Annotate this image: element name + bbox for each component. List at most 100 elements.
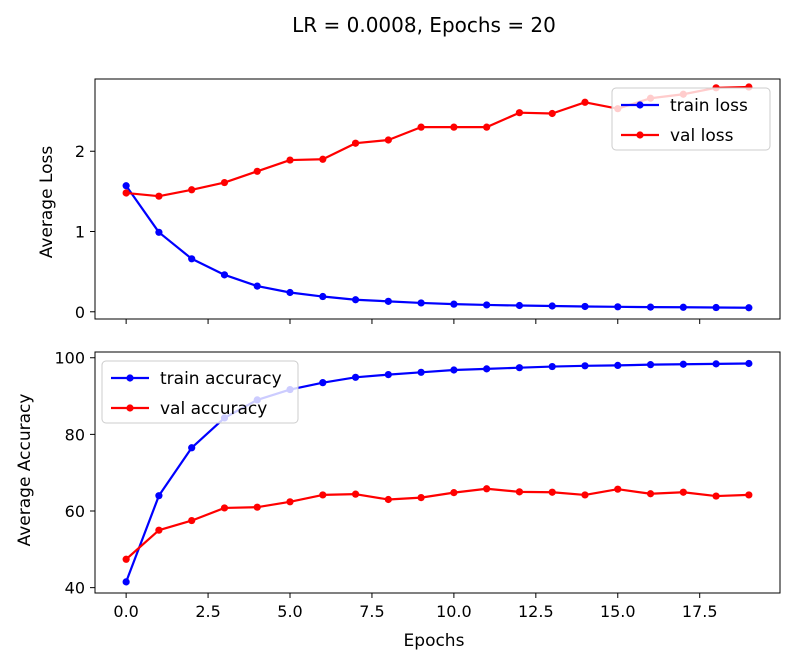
- train-loss-line: [125, 185, 749, 309]
- val-loss-point: [253, 167, 261, 175]
- train-loss-point: [417, 299, 425, 307]
- val-loss-point: [384, 136, 392, 144]
- accuracy-x-tick-label: 5.0: [277, 602, 302, 621]
- train-loss-point: [155, 228, 163, 236]
- val-accuracy-point: [188, 516, 196, 525]
- train-loss-point: [286, 288, 294, 297]
- val-loss-legend-label: val loss: [670, 126, 734, 146]
- val-accuracy-point: [351, 490, 360, 498]
- train-loss-point: [679, 303, 687, 311]
- accuracy-x-tick-label: 12.5: [518, 602, 554, 621]
- accuracy-x-tick-label: 15.0: [600, 602, 636, 621]
- val-loss-point: [220, 178, 229, 187]
- val-accuracy-point: [614, 485, 622, 493]
- train-accuracy-point: [384, 371, 392, 379]
- train-loss-point: [581, 302, 589, 311]
- train-loss-point: [712, 303, 720, 312]
- train-loss-point: [548, 302, 556, 310]
- loss-y-tick-label: 0: [75, 303, 85, 322]
- train-accuracy-point: [155, 492, 163, 500]
- loss-y-tick-label: 1: [75, 223, 85, 242]
- loss-axes-frame: [94, 78, 781, 320]
- accuracy-y-tick-label: 40: [65, 579, 85, 598]
- accuracy-legend-box: [101, 360, 299, 424]
- train-accuracy-point: [483, 365, 491, 373]
- train-loss-point: [188, 255, 196, 263]
- val-loss-point: [515, 109, 524, 117]
- val-loss-point: [351, 139, 360, 147]
- val-accuracy-point: [679, 488, 687, 496]
- accuracy-y-tick-label: 60: [65, 502, 85, 521]
- accuracy-x-tick-label: 0.0: [113, 602, 138, 621]
- loss-subplot: 0 1 2 train loss val loss: [75, 78, 781, 324]
- val-accuracy-point: [548, 488, 556, 496]
- val-loss-legend-marker: [636, 131, 644, 139]
- train-loss-point: [515, 301, 524, 310]
- val-accuracy-point: [483, 485, 491, 493]
- val-accuracy-point: [122, 555, 130, 563]
- val-accuracy-point: [515, 488, 524, 496]
- val-loss-point: [483, 123, 491, 131]
- x-axis-label: Epochs: [404, 631, 465, 651]
- train-accuracy-point: [581, 362, 589, 370]
- accuracy-x-tick-label: 7.5: [359, 602, 384, 621]
- val-accuracy-point: [220, 504, 229, 512]
- val-loss-point: [417, 123, 425, 131]
- val-accuracy-point: [646, 490, 655, 498]
- accuracy-y-tick-label: 100: [54, 349, 85, 368]
- train-accuracy-point: [450, 366, 458, 374]
- train-loss-point: [319, 292, 327, 301]
- train-loss-legend-marker: [636, 101, 644, 109]
- train-loss-point: [614, 303, 622, 311]
- accuracy-x-tick-label: 17.5: [682, 602, 718, 621]
- accuracy-x-tick-label: 10.0: [436, 602, 472, 621]
- train-accuracy-point: [319, 379, 327, 387]
- train-loss-point: [122, 182, 130, 190]
- val-accuracy-legend-marker: [126, 404, 134, 412]
- accuracy-x-tick-label: 2.5: [195, 602, 220, 621]
- val-accuracy-point: [319, 491, 327, 499]
- train-loss-point: [351, 296, 360, 304]
- accuracy-y-tick-label: 80: [65, 425, 85, 444]
- train-accuracy-legend-label: train accuracy: [160, 369, 282, 389]
- train-loss-point: [450, 300, 458, 308]
- val-loss-point: [319, 155, 327, 163]
- train-accuracy-point: [614, 361, 622, 370]
- train-loss-point: [253, 282, 261, 290]
- train-accuracy-legend-marker: [126, 374, 134, 382]
- accuracy-axes-frame: [94, 351, 781, 594]
- accuracy-subplot: 0.0 2.5 5.0 7.5 10.0 12.5 15.0 17.5 40 60 80 100 tra…: [54, 349, 781, 621]
- val-accuracy-point: [417, 493, 425, 502]
- loss-legend: train loss val loss: [611, 87, 771, 151]
- train-accuracy-point: [646, 361, 655, 369]
- loss-y-tick-label: 2: [75, 142, 85, 161]
- loss-y-axis-label: Average Loss: [37, 146, 57, 259]
- train-accuracy-point: [188, 444, 196, 452]
- val-accuracy-point: [581, 491, 589, 499]
- train-loss-point: [646, 303, 655, 311]
- val-loss-point: [122, 189, 130, 197]
- train-accuracy-point: [548, 362, 556, 371]
- accuracy-legend: train accuracy val accuracy: [101, 360, 299, 424]
- figure-title: LR = 0.0008, Epochs = 20: [292, 13, 556, 37]
- train-loss-point: [220, 271, 229, 279]
- val-loss-point: [450, 123, 458, 131]
- val-accuracy-point: [253, 503, 261, 511]
- train-accuracy-point: [712, 360, 720, 368]
- train-accuracy-point: [745, 359, 753, 368]
- val-accuracy-point: [286, 498, 294, 506]
- val-loss-point: [581, 98, 589, 106]
- val-accuracy-point: [450, 489, 458, 497]
- train-accuracy-point: [351, 373, 360, 381]
- train-accuracy-point: [515, 364, 524, 372]
- train-accuracy-point: [679, 360, 687, 368]
- val-accuracy-line: [125, 487, 749, 561]
- val-loss-point: [548, 109, 556, 118]
- val-loss-point: [155, 192, 163, 200]
- train-accuracy-point: [122, 578, 130, 586]
- val-accuracy-point: [745, 491, 753, 499]
- val-accuracy-point: [384, 495, 392, 504]
- train-loss-point: [384, 297, 392, 305]
- val-loss-point: [286, 156, 294, 164]
